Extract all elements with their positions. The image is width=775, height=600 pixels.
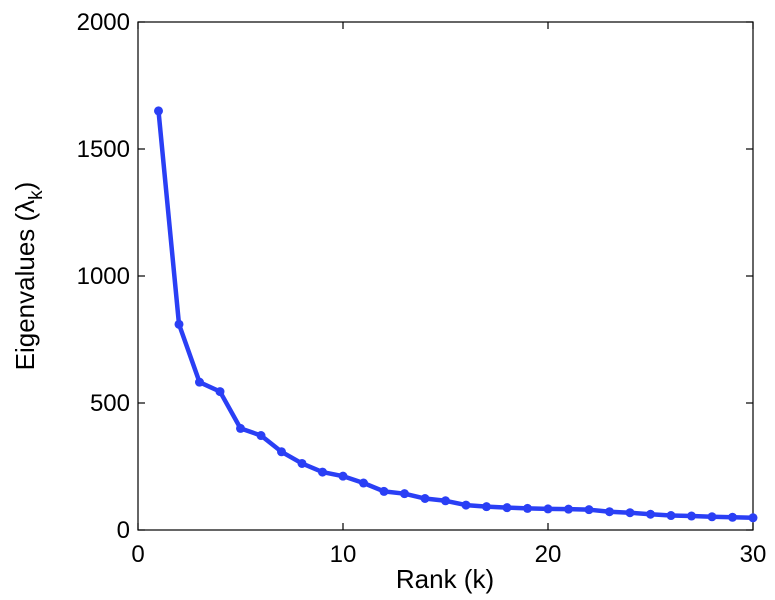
x-tick-label: 20: [535, 541, 562, 568]
data-point: [256, 431, 266, 441]
data-point: [625, 508, 635, 518]
data-point: [543, 504, 553, 514]
y-tick-label: 500: [90, 390, 130, 417]
data-point: [461, 500, 471, 510]
data-point: [174, 319, 184, 329]
data-point: [277, 447, 286, 457]
data-point: [236, 423, 245, 433]
data-point: [707, 512, 717, 522]
data-point: [687, 511, 696, 521]
data-point: [441, 496, 450, 506]
y-axis-label-end: ): [10, 182, 40, 191]
data-point: [195, 377, 204, 387]
data-point: [728, 512, 737, 522]
series-line: [156, 108, 756, 521]
data-point: [154, 106, 163, 116]
data-point: [564, 504, 573, 514]
y-tick-label: 2000: [77, 9, 130, 36]
y-tick-label: 0: [117, 517, 130, 544]
y-axis-label-main: Eigenvalues (λ: [10, 200, 40, 371]
axis-ticks: 0 10 20 30 0 500 1000 1500 2000: [77, 9, 767, 568]
y-axis-label-subscript: k: [26, 190, 47, 200]
data-point: [502, 503, 512, 513]
plot-frame: [137, 21, 754, 531]
x-tick-label: 30: [740, 541, 767, 568]
data-point: [359, 478, 368, 488]
data-point: [584, 505, 594, 515]
data-point: [748, 513, 758, 523]
data-point: [338, 471, 348, 481]
x-tick-label: 10: [330, 541, 357, 568]
data-point: [646, 509, 655, 519]
y-tick-label: 1000: [77, 263, 130, 290]
data-point: [482, 502, 491, 512]
x-axis-label: Rank (k): [396, 564, 494, 594]
data-point: [666, 511, 676, 521]
data-point: [215, 387, 225, 397]
data-point: [297, 458, 307, 468]
data-point: [605, 507, 614, 517]
y-axis-label: Eigenvalues (λk): [10, 182, 47, 371]
data-point: [400, 489, 409, 499]
x-tick-label: 0: [131, 541, 144, 568]
data-point: [379, 486, 389, 496]
y-tick-label: 1500: [77, 136, 130, 163]
series-group: [154, 106, 758, 523]
data-point: [523, 503, 532, 513]
data-point: [420, 494, 430, 504]
data-point: [318, 467, 327, 477]
